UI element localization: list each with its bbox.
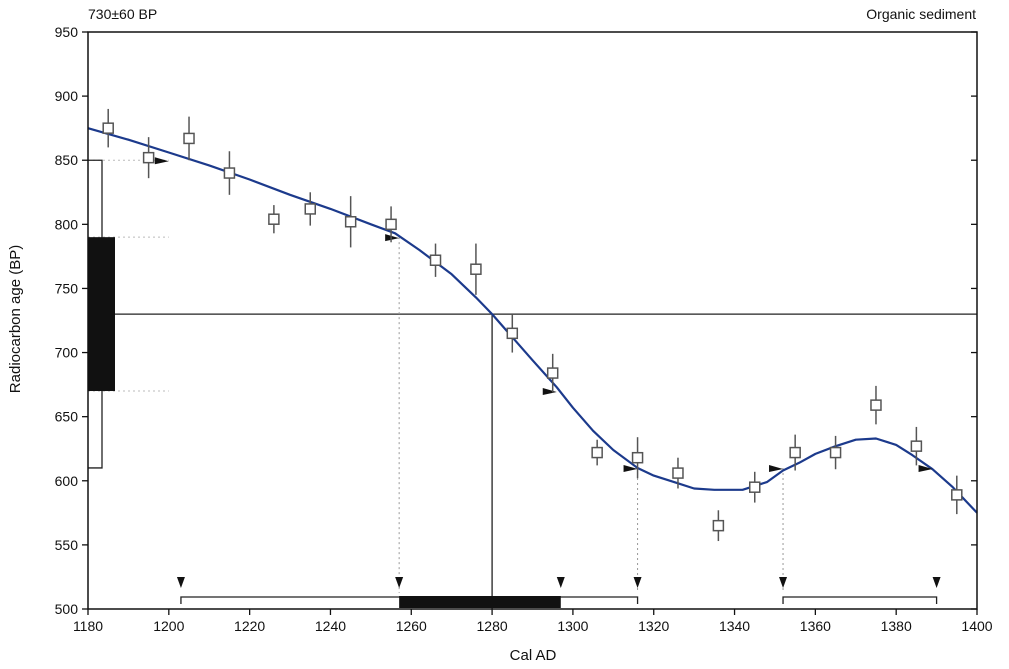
age-distribution-layer xyxy=(88,159,115,469)
data-point-4 xyxy=(268,213,280,225)
data-point-11 xyxy=(546,367,559,379)
data-point-1 xyxy=(142,151,155,164)
data-point-21 xyxy=(951,489,963,501)
x-tick-label-5: 1280 xyxy=(477,618,508,634)
y-tick-label-1: 550 xyxy=(55,537,79,553)
x-tick-label-2: 1220 xyxy=(234,618,265,634)
curve-marker-5 xyxy=(918,464,933,472)
chart-title-right: Organic sediment xyxy=(866,6,976,22)
y-tick-label-3: 650 xyxy=(55,409,79,425)
x-tick-label-1: 1200 xyxy=(153,618,184,634)
data-point-10 xyxy=(506,327,519,340)
data-point-12 xyxy=(591,446,603,459)
data-point-20 xyxy=(910,440,923,452)
data-point-14 xyxy=(672,467,684,479)
curve-marker-4 xyxy=(769,464,784,472)
x-tick-label-4: 1260 xyxy=(396,618,427,634)
y-tick-label-0: 500 xyxy=(55,601,79,617)
chart-title-left: 730±60 BP xyxy=(88,6,157,22)
data-point-2 xyxy=(183,132,195,145)
x-tick-label-6: 1300 xyxy=(557,618,588,634)
calibration-curve xyxy=(87,127,978,514)
calibration-curve-layer xyxy=(87,127,978,514)
cal-range-2sigma-1 xyxy=(782,596,938,604)
range-arrow-2 xyxy=(556,577,565,588)
data-point-9 xyxy=(470,263,482,275)
data-point-5 xyxy=(304,203,316,215)
plot-frame xyxy=(87,31,978,610)
x-tick-label-9: 1360 xyxy=(800,618,831,634)
x-tick-label-8: 1340 xyxy=(719,618,750,634)
calendar-range-layer xyxy=(176,577,941,608)
range-arrow-1 xyxy=(395,577,404,588)
cal-range-1sigma xyxy=(399,596,561,608)
range-arrow-0 xyxy=(176,577,185,588)
curve-marker-0 xyxy=(154,157,169,165)
range-arrow-5 xyxy=(932,577,941,588)
y-tick-label-8: 900 xyxy=(55,88,79,104)
y-tick-label-2: 600 xyxy=(55,473,79,489)
x-tick-label-0: 1180 xyxy=(73,618,103,634)
x-axis-label: Cal AD xyxy=(510,647,557,664)
curve-marker-1 xyxy=(385,234,400,242)
data-point-3 xyxy=(223,167,236,179)
data-point-18 xyxy=(829,446,842,459)
data-point-7 xyxy=(385,218,397,231)
curve-marker-3 xyxy=(623,464,638,472)
x-tick-label-11: 1400 xyxy=(961,618,992,634)
y-axis-label: Radiocarbon age (BP) xyxy=(7,245,24,393)
y-tick-label-4: 700 xyxy=(55,345,79,361)
x-tick-label-7: 1320 xyxy=(638,618,669,634)
range-arrow-4 xyxy=(779,577,788,588)
y-tick-label-7: 850 xyxy=(55,152,79,168)
data-point-16 xyxy=(749,481,761,493)
data-point-8 xyxy=(429,254,442,266)
y-tick-label-9: 950 xyxy=(55,24,79,40)
x-tick-label-3: 1240 xyxy=(315,618,346,634)
y-tick-label-6: 800 xyxy=(55,216,79,232)
data-point-13 xyxy=(631,451,644,464)
curve-marker-2 xyxy=(542,388,557,396)
x-tick-label-10: 1380 xyxy=(881,618,912,634)
range-arrow-3 xyxy=(633,577,642,588)
data-point-15 xyxy=(712,519,725,532)
data-point-6 xyxy=(344,216,357,228)
sigma1-bar xyxy=(88,237,115,392)
data-point-0 xyxy=(102,122,114,134)
reference-lines-layer xyxy=(88,159,977,609)
data-point-17 xyxy=(789,446,801,459)
axes-layer: 1180 1200 1220 1240 1260 1280 1300 1320 1340 1360… xyxy=(55,24,993,634)
y-tick-label-5: 750 xyxy=(55,280,79,296)
measurement-points-layer xyxy=(102,108,963,542)
data-point-19 xyxy=(870,399,882,411)
